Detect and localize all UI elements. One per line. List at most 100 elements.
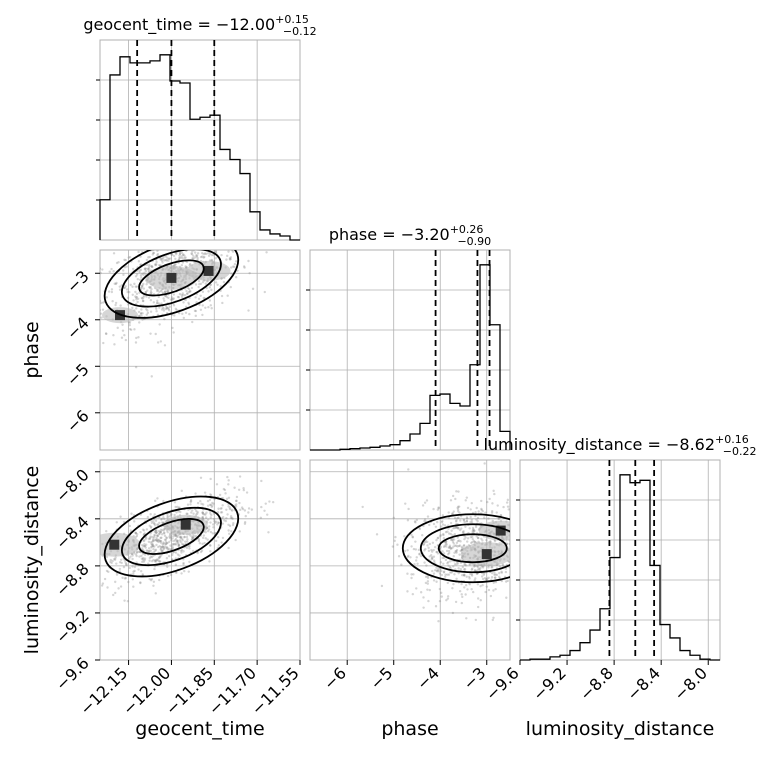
sample-point	[195, 254, 198, 257]
sample-point	[149, 332, 152, 335]
sample-point	[135, 296, 138, 299]
hist-panel-geocent_time: geocent_time = −12.00+0.15 −0.12	[83, 13, 317, 241]
sample-point	[229, 516, 233, 519]
sample-point	[177, 544, 181, 547]
sample-point	[468, 583, 472, 586]
sample-point	[471, 529, 474, 533]
sample-point	[122, 286, 126, 290]
sample-point	[141, 560, 144, 564]
sample-point	[473, 568, 477, 572]
sample-point	[232, 521, 235, 525]
sample-point	[154, 529, 157, 533]
sample-point	[206, 538, 209, 541]
sample-point	[169, 544, 172, 547]
sample-point	[67, 556, 69, 558]
sample-point	[529, 550, 531, 552]
sample-point	[178, 506, 181, 509]
sample-point	[463, 568, 466, 571]
sample-point	[153, 545, 156, 548]
sample-point	[516, 551, 518, 553]
sample-point	[155, 536, 158, 540]
sample-point	[423, 561, 426, 564]
sample-point	[173, 244, 175, 246]
sample-point	[145, 313, 149, 316]
sample-point	[195, 237, 197, 239]
sample-point	[120, 561, 123, 565]
sample-point	[147, 547, 151, 550]
sample-point	[434, 605, 438, 608]
sample-point	[159, 536, 162, 540]
sample-point	[163, 531, 166, 535]
sample-point	[149, 299, 153, 302]
sample-point	[174, 534, 178, 537]
sample-point	[459, 540, 462, 543]
sample-point	[183, 535, 186, 539]
sample-point	[181, 537, 184, 541]
sample-point	[142, 533, 146, 536]
sample-point	[439, 561, 443, 564]
sample-point	[153, 513, 156, 516]
sample-point	[155, 529, 158, 532]
sample-point	[191, 257, 194, 260]
2d-panel-luminosity_distance_vs_phase	[309, 459, 542, 661]
sample-point	[456, 508, 460, 511]
sample-point	[211, 501, 214, 505]
sample-point	[147, 537, 150, 540]
sample-point	[143, 559, 146, 562]
sample-point	[109, 558, 112, 562]
sample-point	[468, 527, 471, 530]
sample-point	[415, 587, 418, 590]
sample-point	[128, 566, 131, 570]
sample-point	[201, 304, 204, 307]
sample-point	[425, 499, 429, 502]
sample-point	[135, 534, 139, 538]
sample-point	[456, 539, 460, 543]
sample-point	[492, 489, 495, 493]
y-tick-label: −9.6	[52, 653, 93, 694]
sample-point	[458, 528, 462, 532]
sample-point	[114, 591, 117, 595]
sample-point	[180, 263, 184, 267]
sample-point	[169, 538, 173, 542]
sample-point	[157, 545, 160, 549]
sample-point	[123, 286, 127, 290]
sample-point	[444, 541, 447, 544]
sample-point	[422, 543, 425, 547]
sample-point	[466, 588, 469, 591]
x-tick-label: −11.55	[248, 663, 303, 718]
histogram-step	[520, 474, 720, 661]
sample-point	[239, 508, 242, 512]
sample-point	[155, 263, 158, 266]
sample-point	[442, 556, 446, 560]
sample-point	[139, 581, 142, 584]
sample-point	[145, 543, 148, 546]
sample-point	[498, 565, 502, 568]
sample-point	[136, 297, 140, 300]
sample-point	[540, 532, 542, 534]
sample-point	[169, 246, 171, 248]
sample-point	[523, 582, 525, 584]
sample-point	[182, 301, 185, 304]
sample-point	[170, 289, 173, 292]
sample-point	[423, 549, 426, 552]
sample-point	[512, 508, 514, 510]
sample-point	[163, 517, 166, 521]
sample-point	[181, 257, 184, 260]
sample-point	[201, 255, 204, 258]
sample-point	[242, 265, 246, 268]
sample-point	[155, 233, 157, 235]
sample-point	[169, 536, 173, 540]
sample-point	[479, 566, 482, 570]
sample-point	[447, 553, 450, 556]
sample-point	[102, 301, 105, 304]
sample-point	[437, 536, 440, 539]
sample-point	[445, 540, 448, 543]
sample-point	[188, 262, 192, 266]
sample-point	[141, 547, 144, 550]
sample-point	[177, 245, 179, 247]
sample-point	[504, 567, 508, 570]
sample-point	[148, 536, 152, 539]
sample-point	[471, 536, 474, 539]
sample-point	[171, 253, 174, 257]
sample-point	[526, 513, 528, 515]
